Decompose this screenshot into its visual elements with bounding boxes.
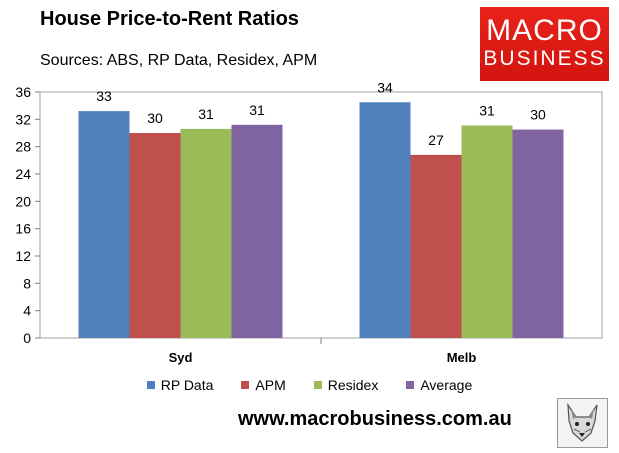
y-tick-label: 24 <box>15 166 31 182</box>
y-tick-label: 20 <box>15 193 31 209</box>
data-label: 33 <box>96 88 112 104</box>
data-label: 30 <box>147 110 163 126</box>
macrobusiness-logo: MACRO BUSINESS <box>480 7 609 81</box>
legend-label: Residex <box>327 377 379 393</box>
logo-line-1: MACRO <box>486 14 603 47</box>
y-tick-label: 16 <box>15 221 31 237</box>
bar-apm-syd <box>129 133 181 338</box>
chart-subtitle: Sources: ABS, RP Data, Residex, APM <box>40 52 318 69</box>
chart-legend: RP Data APM Residex Average <box>0 377 619 393</box>
bar-rp-data-syd <box>78 111 130 338</box>
legend-label: RP Data <box>160 377 214 393</box>
fox-mascot-icon <box>557 398 608 448</box>
x-category-label: Melb <box>447 350 477 365</box>
data-label: 31 <box>479 102 495 118</box>
bar-apm-melb <box>410 154 462 338</box>
chart-title: House Price-to-Rent Ratios <box>40 8 299 30</box>
y-tick-label: 0 <box>23 330 31 346</box>
bar-rp-data-melb <box>359 102 411 338</box>
legend-swatch <box>406 381 415 389</box>
x-category-label: Syd <box>169 350 193 365</box>
legend-item: Residex <box>313 377 379 393</box>
legend-swatch <box>146 381 155 389</box>
y-tick-label: 12 <box>15 248 31 264</box>
legend-item: RP Data <box>146 377 214 393</box>
legend-swatch <box>313 381 322 389</box>
website-url: www.macrobusiness.com.au <box>238 408 512 430</box>
bar-average-syd <box>231 124 283 338</box>
y-tick-label: 4 <box>23 303 31 319</box>
bar-average-melb <box>512 129 564 338</box>
data-label: 31 <box>198 106 214 122</box>
bar-residex-syd <box>180 128 232 338</box>
bar-chart: 0 4 8 12 16 20 24 28 32 36 33 30 31 31 Syd 34 27 31 30 Melb <box>15 79 603 365</box>
y-tick-label: 28 <box>15 139 31 155</box>
data-label: 34 <box>377 79 393 95</box>
logo-line-2: BUSINESS <box>483 47 606 70</box>
y-tick-label: 8 <box>23 275 31 291</box>
legend-item: APM <box>241 377 286 393</box>
data-label: 31 <box>249 102 265 118</box>
legend-item: Average <box>406 377 472 393</box>
legend-label: Average <box>420 377 473 393</box>
bar-residex-melb <box>461 125 513 338</box>
data-label: 27 <box>428 132 444 148</box>
data-label: 30 <box>530 107 546 123</box>
y-tick-label: 32 <box>15 111 31 127</box>
y-tick-label: 36 <box>15 84 31 100</box>
legend-label: APM <box>255 377 286 393</box>
legend-swatch <box>241 381 250 389</box>
